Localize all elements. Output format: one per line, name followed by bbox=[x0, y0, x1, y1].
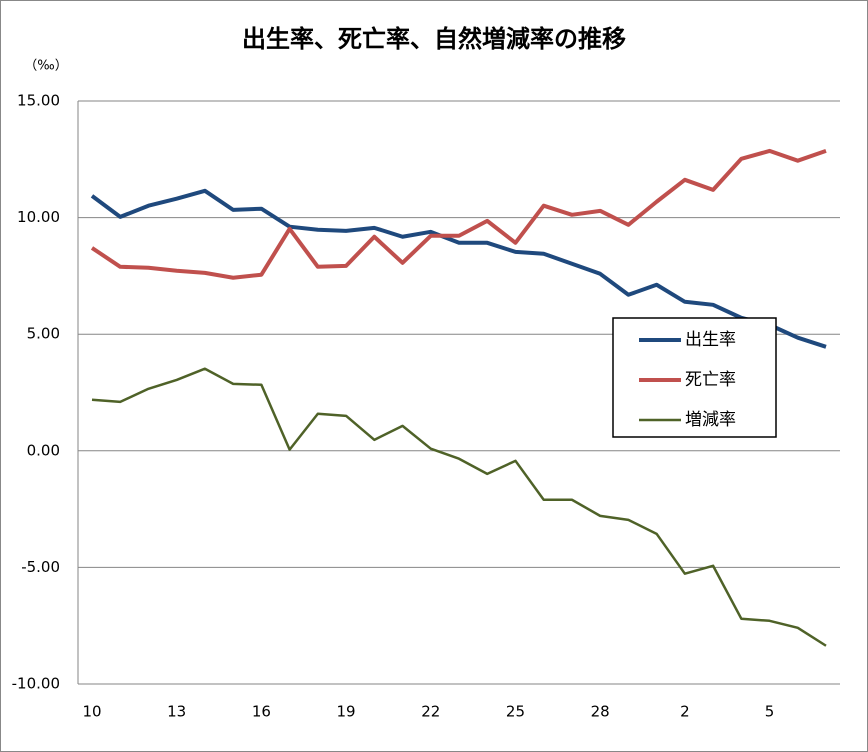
y-tick-label: 15.00 bbox=[17, 92, 60, 110]
series-line bbox=[90, 188, 827, 349]
x-tick-label: 10 bbox=[82, 703, 101, 721]
series-line bbox=[91, 367, 827, 647]
x-tick-label: 22 bbox=[421, 703, 440, 721]
legend-box bbox=[612, 317, 777, 438]
x-tick-label: 19 bbox=[337, 703, 356, 721]
y-tick-label: 0.00 bbox=[27, 441, 60, 459]
legend-label: 死亡率 bbox=[685, 370, 736, 390]
series-line bbox=[90, 148, 827, 280]
y-tick-label: 10.00 bbox=[17, 208, 60, 226]
x-tick-label: 5 bbox=[765, 703, 775, 721]
x-tick-label: 25 bbox=[506, 703, 525, 721]
x-tick-label: 2 bbox=[680, 703, 690, 721]
y-axis-label: （‰） bbox=[24, 59, 67, 74]
x-tick-label: 13 bbox=[167, 703, 186, 721]
y-tick-label: -5.00 bbox=[21, 558, 60, 576]
legend-label: 増減率 bbox=[685, 410, 736, 430]
x-tick-label: 28 bbox=[591, 703, 610, 721]
y-tick-label: -10.00 bbox=[12, 675, 60, 693]
legend-label: 出生率 bbox=[685, 330, 736, 350]
y-tick-label: 5.00 bbox=[27, 325, 60, 343]
x-tick-label: 16 bbox=[252, 703, 271, 721]
chart-title: 出生率、死亡率、自然増減率の推移 bbox=[242, 25, 626, 53]
